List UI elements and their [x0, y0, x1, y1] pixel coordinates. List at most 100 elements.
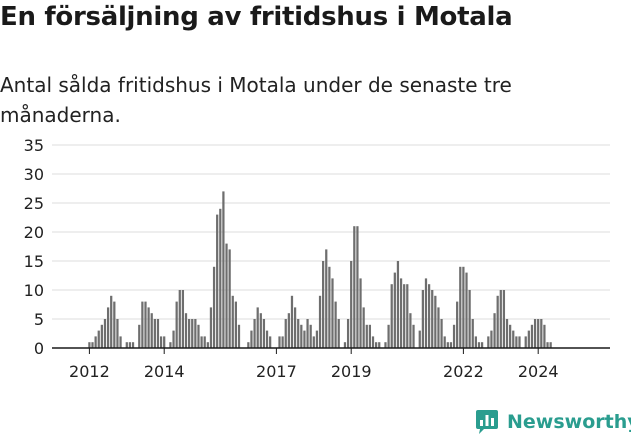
- bar: [399, 278, 403, 348]
- bar: [437, 307, 440, 348]
- bar: [100, 324, 103, 348]
- bar: [346, 319, 350, 348]
- bar: [256, 307, 259, 348]
- bar: [110, 295, 113, 348]
- newsworthy-logo[interactable]: Newsworthy: [475, 407, 631, 437]
- bar: [487, 336, 490, 348]
- bar: [462, 266, 465, 348]
- bar: [325, 249, 328, 348]
- bar: [159, 336, 163, 348]
- bar: [449, 342, 453, 348]
- bar: [393, 272, 396, 348]
- bar: [138, 324, 141, 348]
- bar: [200, 336, 203, 348]
- bar: [427, 284, 431, 348]
- chart-subtitle: Antal sålda fritidshus i Motala under de…: [0, 73, 512, 127]
- bar: [443, 336, 446, 348]
- x-tick-label: 2024: [518, 362, 559, 381]
- bar: [375, 342, 378, 348]
- bar: [128, 342, 132, 348]
- bar: [209, 307, 213, 348]
- newsworthy-logo-icon: [476, 410, 498, 434]
- bar: [390, 284, 393, 348]
- chart-title: En försäljning av fritidshus i Motala: [0, 2, 513, 32]
- bar: [194, 319, 197, 348]
- bar: [322, 261, 325, 348]
- bar: [175, 301, 178, 348]
- bar: [172, 330, 175, 348]
- y-tick-label: 5: [34, 310, 44, 329]
- bar: [465, 272, 468, 348]
- bar: [412, 324, 415, 348]
- bar: [359, 278, 362, 348]
- x-axis-tick-labels: 2012 2014 2017 2019 2022 2024: [69, 362, 559, 381]
- bar: [116, 319, 119, 348]
- bar: [431, 290, 434, 348]
- bar: [418, 330, 421, 348]
- bar: [543, 324, 546, 348]
- bar: [424, 278, 428, 348]
- bar: [197, 324, 200, 348]
- bar: [440, 319, 443, 348]
- bar: [150, 313, 153, 348]
- bar: [119, 336, 122, 348]
- x-axis-tick-marks: [88, 348, 539, 354]
- bar: [303, 330, 306, 348]
- bar: [147, 307, 150, 348]
- bar: [343, 342, 347, 348]
- bar: [231, 295, 234, 348]
- bar: [203, 336, 206, 348]
- bar: [518, 336, 521, 348]
- bar: [247, 342, 250, 348]
- bar: [456, 301, 459, 348]
- bar: [315, 330, 319, 348]
- bar: [181, 290, 185, 348]
- bar: [434, 295, 437, 348]
- bar: [300, 324, 303, 348]
- bar: [219, 208, 222, 348]
- bar: [356, 226, 359, 348]
- bar: [269, 336, 272, 348]
- x-tick-label: 2017: [256, 362, 297, 381]
- bar: [125, 342, 128, 348]
- bar: [421, 290, 424, 348]
- bar: [452, 324, 456, 348]
- bar: [378, 342, 381, 348]
- bar: [334, 301, 337, 348]
- bar: [131, 342, 135, 348]
- bar: [106, 307, 110, 348]
- bar: [206, 342, 209, 348]
- bar: [353, 226, 356, 348]
- bar: [493, 313, 496, 348]
- bar: [362, 307, 365, 348]
- bar: [94, 336, 97, 348]
- bar: [184, 313, 188, 348]
- bar: [328, 266, 331, 348]
- bar: [496, 295, 499, 348]
- y-axis-tick-labels: 0 5 10 15 20 25 30 35: [24, 136, 44, 358]
- bar: [284, 319, 287, 348]
- bar: [477, 342, 481, 348]
- bar: [318, 295, 322, 348]
- bar: [237, 324, 241, 348]
- bar: [474, 336, 477, 348]
- bar: [446, 342, 449, 348]
- bar: [222, 191, 225, 348]
- bar: [387, 324, 390, 348]
- bar: [459, 266, 462, 348]
- bar: [502, 290, 506, 348]
- x-tick-label: 2019: [331, 362, 372, 381]
- bar: [113, 301, 116, 348]
- bar: [188, 319, 191, 348]
- bar: [306, 319, 309, 348]
- y-tick-label: 15: [24, 252, 44, 271]
- bar: [540, 319, 543, 348]
- bar: [509, 324, 512, 348]
- bar: [91, 342, 94, 348]
- bar: [169, 342, 172, 348]
- bar: [212, 266, 216, 348]
- bar: [259, 313, 262, 348]
- bar: [490, 330, 493, 348]
- bar: [225, 243, 228, 348]
